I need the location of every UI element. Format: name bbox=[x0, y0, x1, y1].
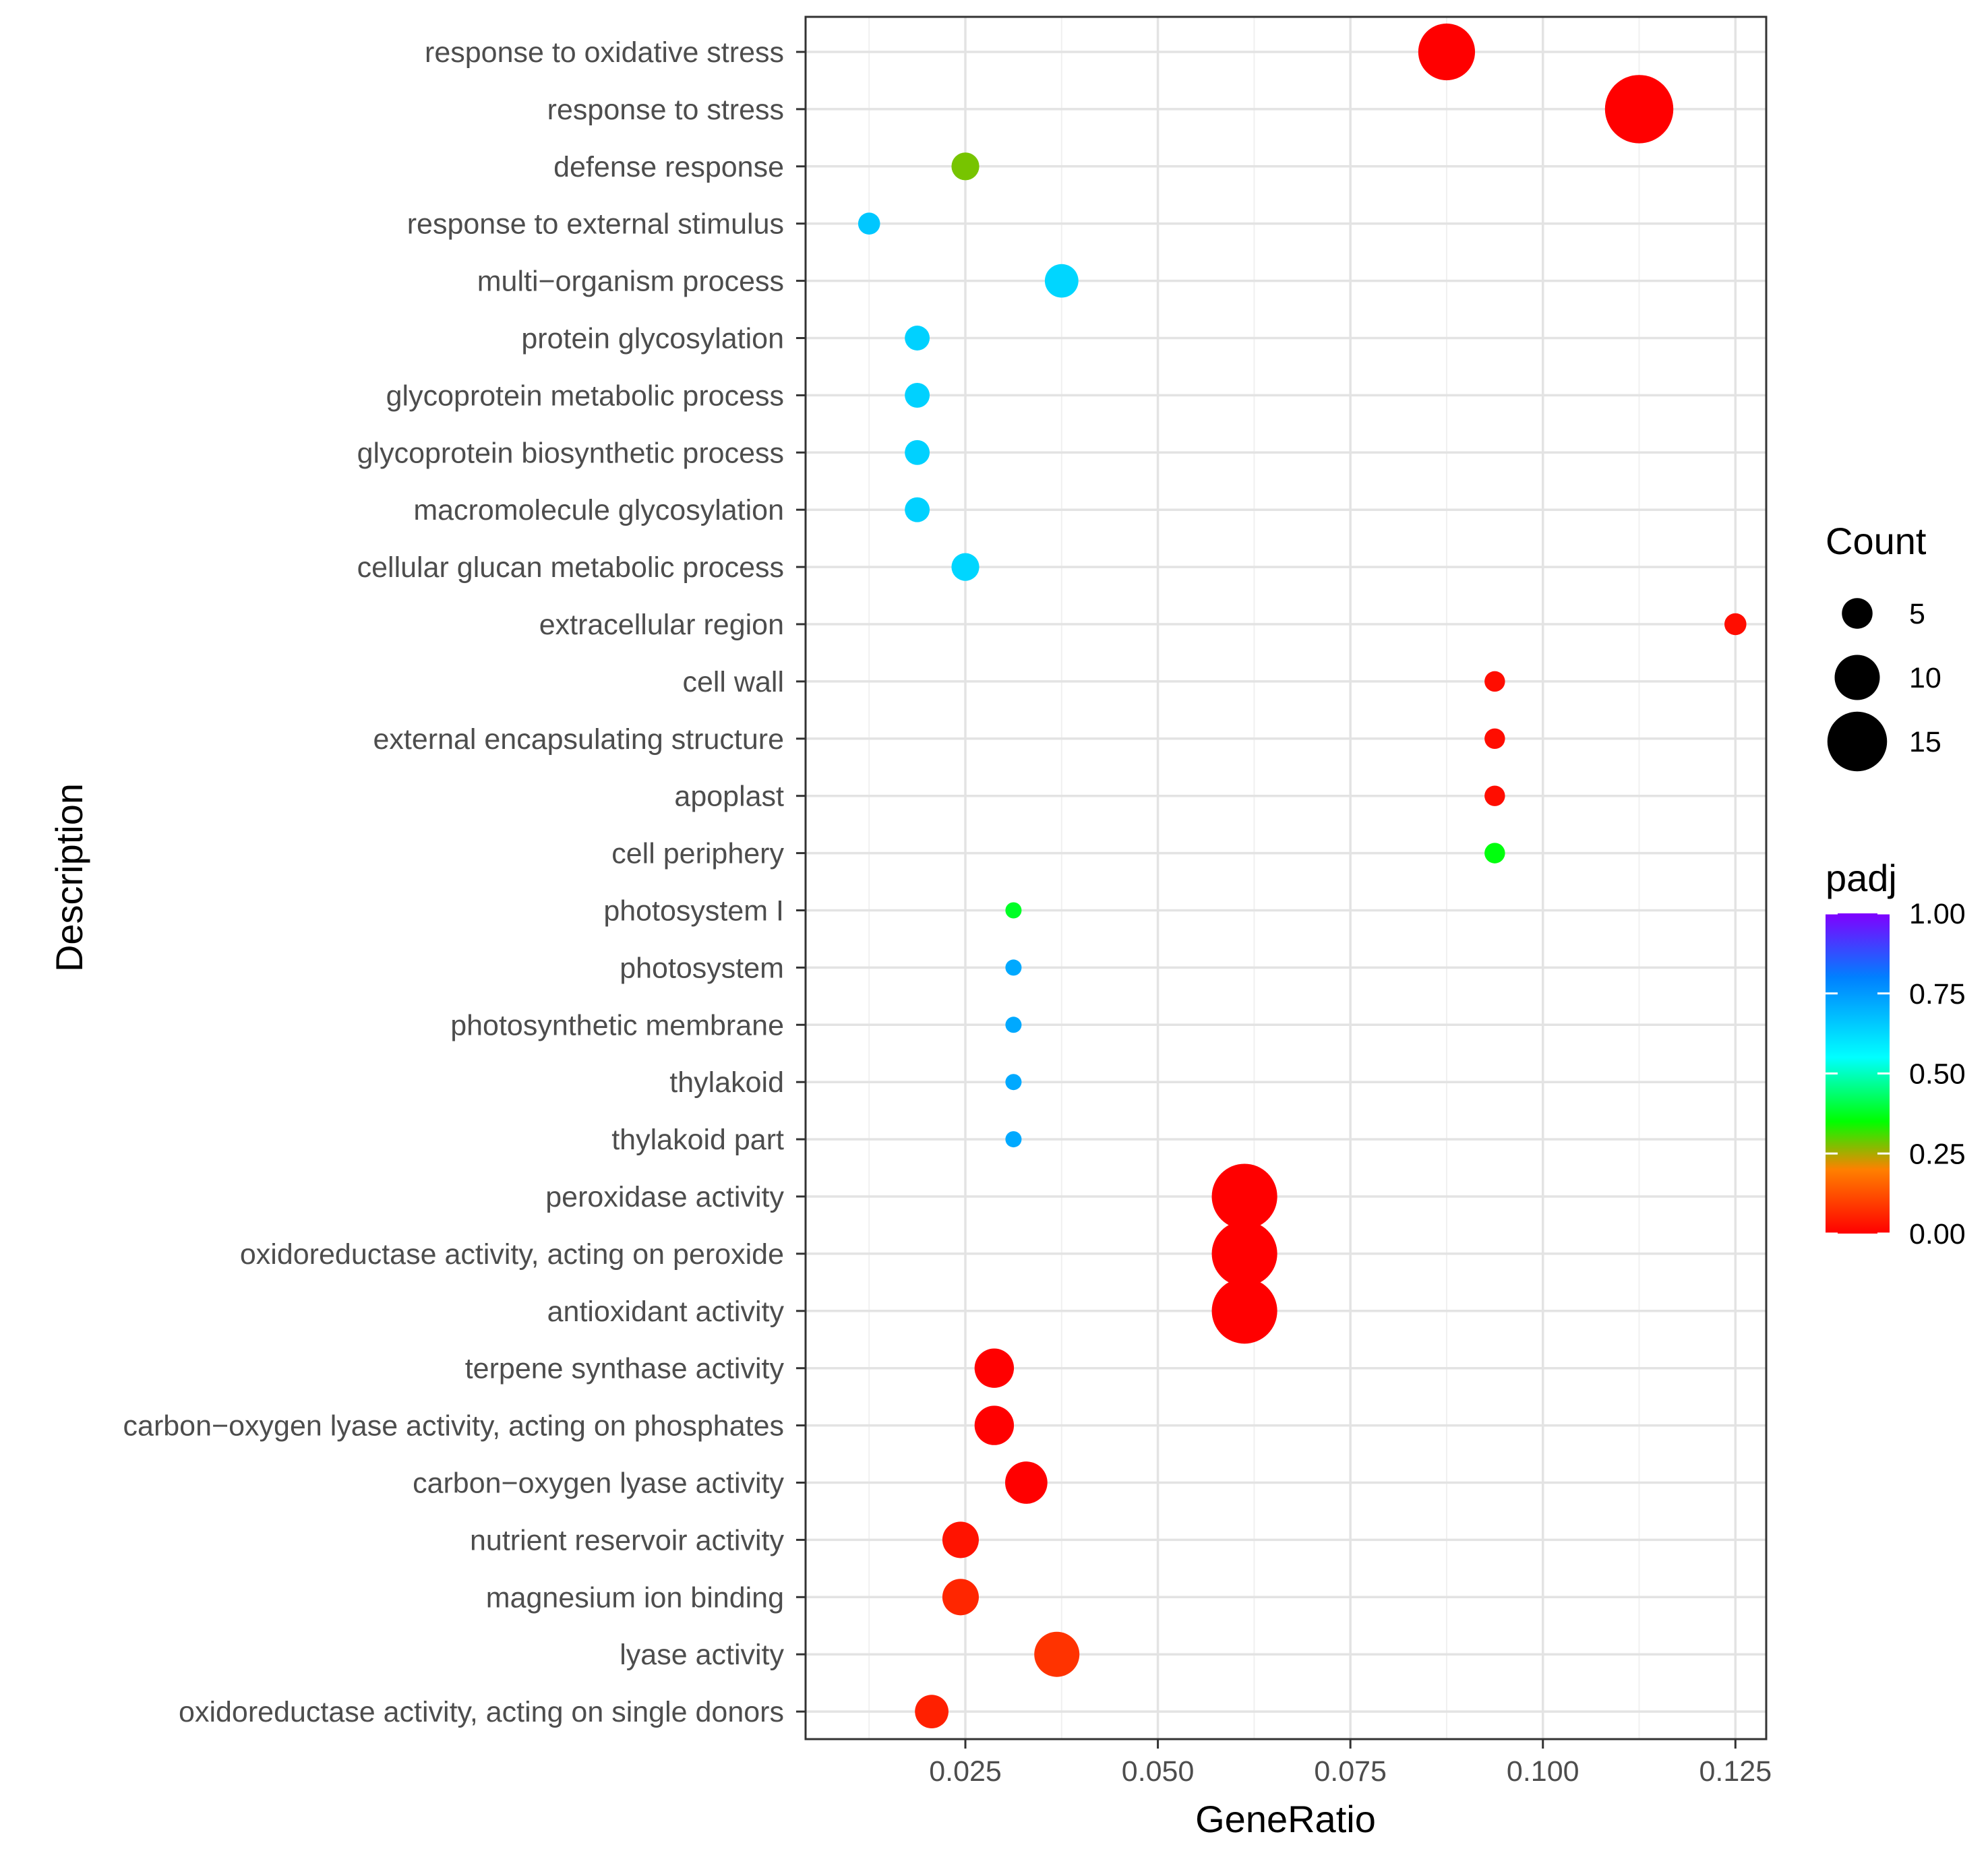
colorbar-tick-label: 0.25 bbox=[1909, 1138, 1966, 1170]
colorbar-tick-label: 0.00 bbox=[1909, 1218, 1966, 1250]
data-point bbox=[974, 1348, 1015, 1388]
data-point bbox=[1211, 1163, 1277, 1230]
y-tick-label: glycoprotein biosynthetic process bbox=[357, 437, 784, 469]
y-tick-label: magnesium ion binding bbox=[486, 1581, 784, 1614]
data-point bbox=[1005, 1461, 1048, 1504]
x-tick-label: 0.125 bbox=[1699, 1755, 1772, 1788]
y-tick-label: cell periphery bbox=[611, 838, 784, 870]
grid-lines bbox=[806, 17, 1766, 1739]
data-point bbox=[1005, 959, 1022, 976]
colorbar-tick-label: 0.50 bbox=[1909, 1058, 1966, 1091]
x-axis-label: GeneRatio bbox=[1195, 1798, 1376, 1840]
x-tick-label: 0.075 bbox=[1314, 1755, 1387, 1788]
data-point bbox=[1484, 728, 1505, 750]
y-tick-label: photosystem I bbox=[603, 895, 784, 928]
data-point bbox=[1005, 1074, 1022, 1091]
padj-legend-title: padj bbox=[1826, 857, 1897, 899]
x-tick-label: 0.025 bbox=[929, 1755, 1002, 1788]
data-point bbox=[1484, 785, 1505, 806]
data-point bbox=[1418, 23, 1476, 81]
y-tick-label: extracellular region bbox=[539, 609, 784, 641]
y-tick-label: peroxidase activity bbox=[545, 1181, 784, 1213]
count-legend-label: 10 bbox=[1909, 662, 1941, 694]
count-legend-label: 15 bbox=[1909, 726, 1941, 758]
y-tick-label: carbon−oxygen lyase activity, acting on … bbox=[123, 1410, 784, 1443]
y-tick-label: response to oxidative stress bbox=[425, 36, 784, 69]
y-tick-label: multi−organism process bbox=[477, 266, 784, 298]
x-tick-label: 0.100 bbox=[1507, 1755, 1579, 1788]
data-point bbox=[1034, 1631, 1080, 1677]
y-tick-label: photosynthetic membrane bbox=[450, 1009, 784, 1041]
data-point bbox=[974, 1405, 1015, 1445]
data-point bbox=[905, 439, 930, 465]
count-legend-title: Count bbox=[1826, 520, 1927, 562]
y-axis-label: Description bbox=[48, 783, 90, 972]
y-tick-label: glycoprotein metabolic process bbox=[386, 380, 784, 412]
data-point bbox=[1484, 843, 1505, 863]
y-tick-label: photosystem bbox=[620, 952, 784, 984]
count-legend-dot bbox=[1827, 711, 1888, 772]
y-tick-label: response to stress bbox=[547, 94, 784, 126]
y-tick-label: cell wall bbox=[682, 666, 784, 698]
data-point bbox=[905, 382, 930, 408]
data-point bbox=[1211, 1221, 1277, 1287]
colorbar-tick-label: 0.75 bbox=[1909, 978, 1966, 1010]
x-axis-ticks: 0.025 0.050 0.075 0.100 0.125 bbox=[929, 1739, 1772, 1788]
colorbar-tick-label: 1.00 bbox=[1909, 898, 1966, 930]
data-point bbox=[942, 1521, 979, 1558]
data-point bbox=[915, 1695, 949, 1729]
count-legend-label: 5 bbox=[1909, 598, 1925, 630]
y-tick-label: defense response bbox=[553, 151, 784, 183]
y-tick-label: external encapsulating structure bbox=[373, 723, 784, 756]
plot-border bbox=[804, 16, 1768, 1740]
y-tick-label: terpene synthase activity bbox=[465, 1353, 785, 1385]
y-tick-label: apoplast bbox=[674, 781, 784, 813]
data-point bbox=[1044, 264, 1079, 298]
y-tick-label: oxidoreductase activity, acting on perox… bbox=[240, 1238, 784, 1271]
data-point bbox=[857, 212, 880, 235]
data-point bbox=[905, 326, 930, 351]
y-tick-label: lyase activity bbox=[620, 1639, 784, 1671]
data-point bbox=[1211, 1278, 1277, 1344]
data-point bbox=[1604, 75, 1674, 144]
y-tick-label: antioxidant activity bbox=[547, 1296, 785, 1328]
y-tick-label: nutrient reservoir activity bbox=[470, 1524, 784, 1556]
y-tick-label: cellular glucan metabolic process bbox=[357, 551, 784, 584]
x-tick-label: 0.050 bbox=[1122, 1755, 1195, 1788]
plot-background bbox=[806, 17, 1766, 1739]
y-tick-label: carbon−oxygen lyase activity bbox=[413, 1467, 784, 1500]
padj-color-legend: padj 1.00 0.75 0.50 0.25 0.00 bbox=[1826, 857, 1966, 1250]
data-point bbox=[1484, 671, 1505, 692]
data-point bbox=[951, 553, 980, 581]
data-point bbox=[905, 497, 930, 522]
y-tick-label: thylakoid bbox=[669, 1066, 784, 1099]
y-tick-label: protein glycosylation bbox=[521, 323, 784, 355]
data-point bbox=[1005, 1131, 1022, 1148]
data-point bbox=[1005, 902, 1022, 919]
y-tick-label: response to external stimulus bbox=[407, 208, 784, 241]
y-tick-label: macromolecule glycosylation bbox=[413, 494, 784, 526]
data-point bbox=[951, 152, 980, 181]
y-tick-label: thylakoid part bbox=[611, 1124, 784, 1156]
data-point bbox=[1724, 613, 1747, 636]
y-axis-ticks: response to oxidative stress response to … bbox=[123, 36, 806, 1728]
count-size-legend: Count 5 10 15 bbox=[1826, 520, 1941, 772]
count-legend-dot bbox=[1834, 655, 1880, 700]
data-point bbox=[942, 1579, 979, 1616]
data-points bbox=[857, 23, 1747, 1729]
data-point bbox=[1005, 1017, 1022, 1033]
y-tick-label: oxidoreductase activity, acting on singl… bbox=[179, 1696, 784, 1728]
count-legend-dot bbox=[1842, 598, 1873, 629]
